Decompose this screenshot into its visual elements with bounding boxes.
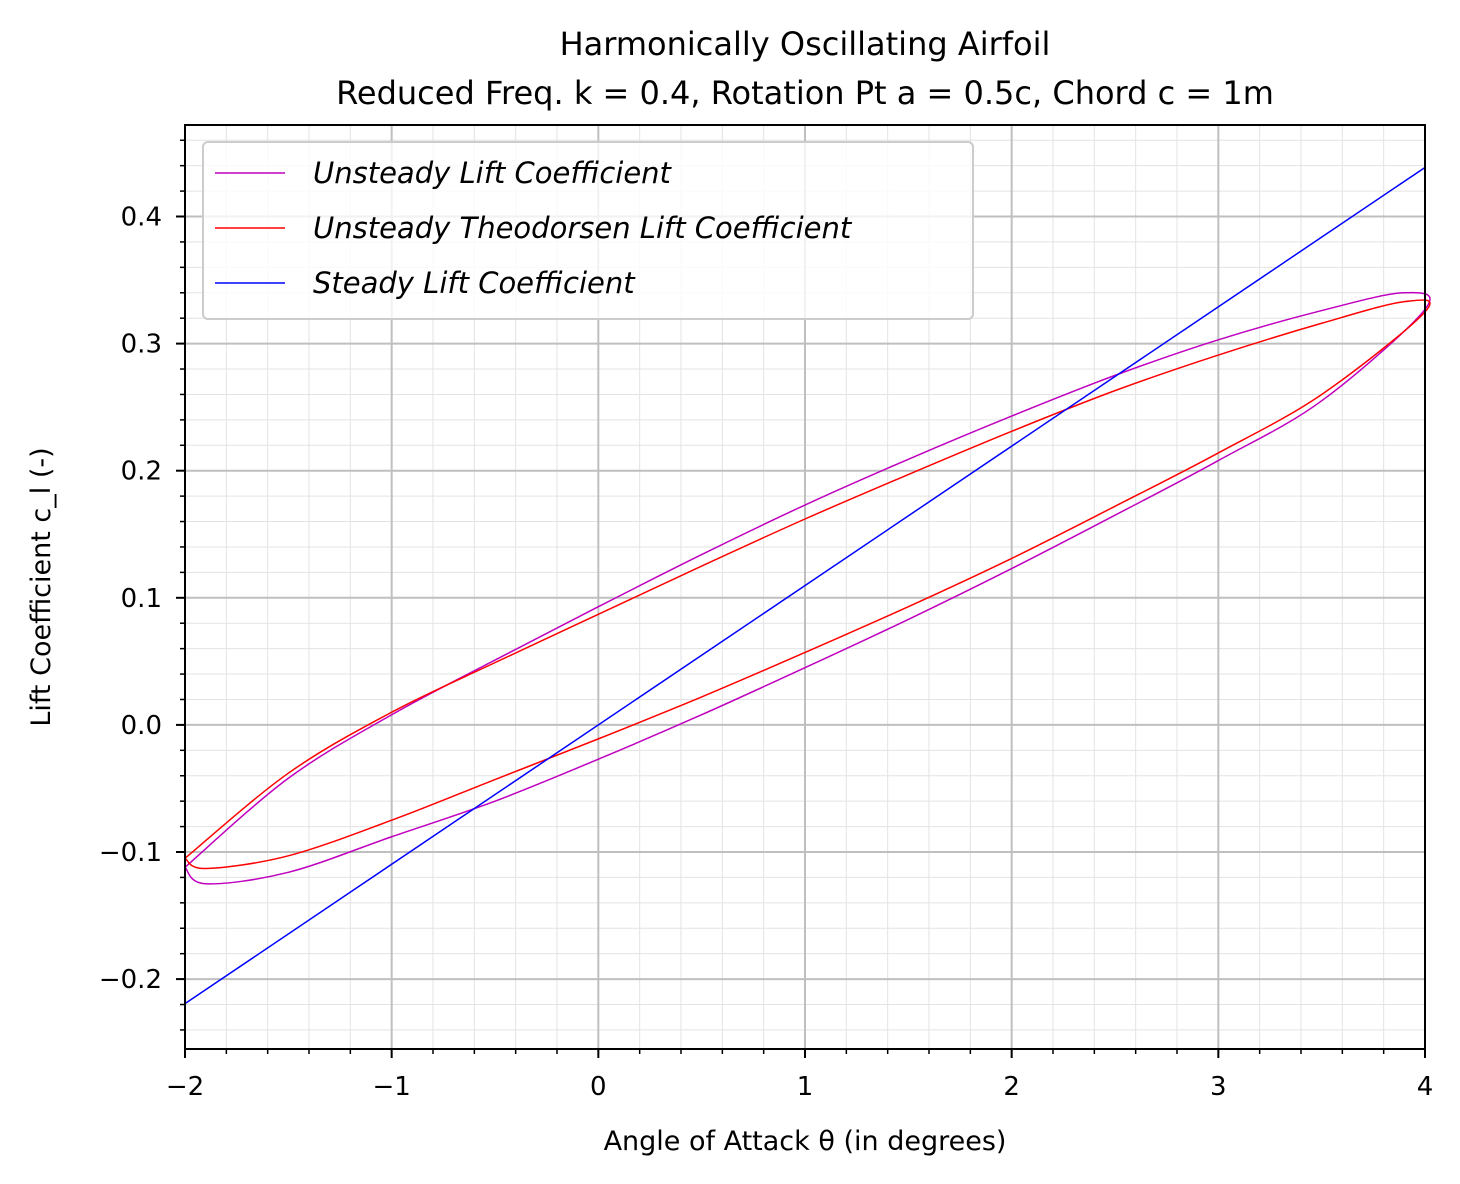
chart-title: Harmonically Oscillating Airfoil bbox=[560, 25, 1051, 63]
x-tick-label: 3 bbox=[1210, 1072, 1227, 1102]
x-axis-label: Angle of Attack θ (in degrees) bbox=[604, 1126, 1007, 1157]
series-line-steady-lift-coefficient bbox=[184, 166, 1426, 1005]
legend-label-unsteady-theodorsen-lift-coefficient: Unsteady Theodorsen Lift Coefficient bbox=[313, 211, 853, 245]
y-tick-label: 0.2 bbox=[121, 457, 162, 487]
legend-label-steady-lift-coefficient: Steady Lift Coefficient bbox=[313, 266, 636, 300]
x-tick-label: 1 bbox=[797, 1072, 814, 1102]
y-axis-label: Lift Coefficient c_l (-) bbox=[26, 447, 57, 726]
y-tick-label: 0.4 bbox=[121, 203, 162, 233]
y-tick-label: 0.0 bbox=[121, 711, 162, 741]
tick-labels: −2 −1 0 1 2 3 4 −0.2 −0.1 0.0 0.1 0.2 0.3 0.4 bbox=[99, 203, 1433, 1102]
chart-subtitle: Reduced Freq. k = 0.4, Rotation Pt a = 0… bbox=[336, 74, 1274, 112]
x-tick-label: −1 bbox=[373, 1072, 411, 1102]
y-tick-label: −0.1 bbox=[99, 838, 162, 868]
legend-label-unsteady-lift-coefficient: Unsteady Lift Coefficient bbox=[313, 156, 673, 190]
x-tick-label: −2 bbox=[166, 1072, 204, 1102]
x-tick-label: 2 bbox=[1003, 1072, 1020, 1102]
y-tick-label: 0.1 bbox=[121, 584, 162, 614]
y-tick-label: −0.2 bbox=[99, 965, 162, 995]
x-tick-label: 0 bbox=[590, 1072, 607, 1102]
axis-ticks bbox=[176, 139, 1426, 1058]
x-tick-label: 4 bbox=[1417, 1072, 1434, 1102]
legend-box bbox=[202, 141, 974, 320]
y-tick-label: 0.3 bbox=[121, 330, 162, 360]
legend: Unsteady Lift Coefficient Unsteady Theodo… bbox=[202, 141, 974, 320]
